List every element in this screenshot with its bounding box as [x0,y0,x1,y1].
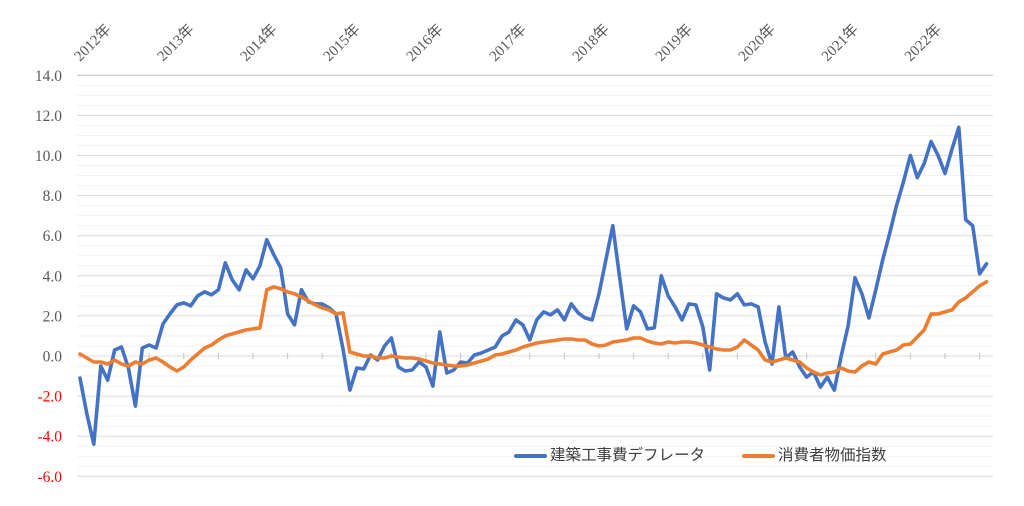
series-line-cpi [78,279,989,377]
legend-label: 建築工事費デフレータ [550,447,706,464]
y-axis-label: -4.0 [37,429,62,446]
y-axis-label: 4.0 [43,268,63,285]
y-axis-label: 14.0 [35,68,62,85]
x-axis-year-label: 2017年 [486,21,530,65]
x-axis-year-label: 2012年 [71,21,115,65]
x-axis-year-label: 2021年 [818,21,862,65]
y-axis-label: 10.0 [35,148,62,165]
x-axis-year-label: 2020年 [735,21,779,65]
legend-item-construction-deflator: 建築工事費デフレータ [514,447,705,465]
y-axis-label: -2.0 [37,389,62,406]
y-axis-label: 6.0 [43,228,63,245]
x-axis-year-label: 2022年 [901,21,945,65]
legend-line-swatch-orange [742,453,776,459]
x-axis-year-label: 2019年 [652,21,696,65]
chart-legend: 建築工事費デフレータ 消費者物価指数 [514,447,887,465]
series-line-construction-deflator [78,125,989,447]
x-axis-year-label: 2013年 [154,21,198,65]
y-axis-label: 0.0 [43,349,63,366]
y-axis-label: 2.0 [43,308,63,325]
y-axis-label: 12.0 [35,108,62,125]
x-axis-year-label: 2018年 [569,21,613,65]
y-axis-label: 8.0 [43,188,63,205]
legend-label: 消費者物価指数 [778,447,887,464]
legend-item-cpi: 消費者物価指数 [742,447,887,465]
x-axis-year-label: 2016年 [403,21,447,65]
legend-line-swatch-blue [514,453,547,459]
x-axis-year-label: 2015年 [320,21,364,65]
x-axis-year-label: 2014年 [237,21,281,65]
y-axis-label: -6.0 [37,469,62,486]
